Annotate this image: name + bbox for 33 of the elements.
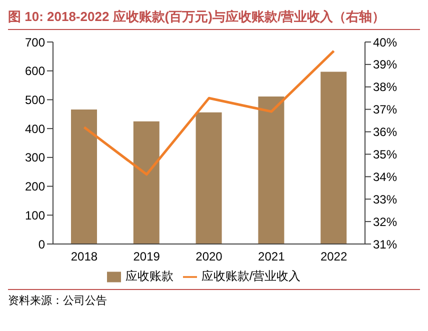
y-tick-label: 500 xyxy=(24,92,46,107)
x-tick-label: 2018 xyxy=(70,250,98,264)
line-series xyxy=(82,50,336,176)
bar xyxy=(71,110,97,244)
chart-title: 图 10: 2018-2022 应收账款(百万元)与应收账款/营业收入（右轴） xyxy=(8,8,420,30)
text: 资料来源：公司公告 xyxy=(8,294,108,308)
x-tick-label: 2020 xyxy=(196,250,223,264)
y2-tick-label: 34% xyxy=(373,170,398,184)
y2-tick-label: 32% xyxy=(373,214,398,229)
y2-tick-label: 37% xyxy=(373,102,398,117)
y2-tick-label: 40% xyxy=(373,35,398,50)
y2-tick-label: 35% xyxy=(373,147,398,162)
y-tick-label: 100 xyxy=(24,208,46,222)
x-tick-label: 2021 xyxy=(258,250,286,264)
legend-label: 应收账款/营业收入 xyxy=(201,269,301,283)
x-tick-label: 2022 xyxy=(320,250,348,264)
y2-tick-label: 39% xyxy=(373,58,398,72)
y-tick-label: 700 xyxy=(24,35,46,50)
y-tick-label: 200 xyxy=(24,180,46,194)
y-tick-label: 600 xyxy=(24,64,46,78)
bar xyxy=(196,112,222,244)
y2-tick-label: 36% xyxy=(373,125,398,140)
y2-tick-label: 31% xyxy=(373,237,398,252)
bar xyxy=(133,121,160,244)
x-tick-label: 2019 xyxy=(133,250,160,264)
y2-tick-label: 38% xyxy=(373,80,398,94)
bar xyxy=(320,72,347,244)
bar xyxy=(258,96,284,244)
y-tick-label: 0 xyxy=(38,237,46,252)
y-tick-label: 400 xyxy=(24,122,46,136)
y-tick-label: 300 xyxy=(24,150,46,165)
legend-label: 应收账款 xyxy=(125,269,174,283)
y2-tick-label: 33% xyxy=(373,192,398,206)
